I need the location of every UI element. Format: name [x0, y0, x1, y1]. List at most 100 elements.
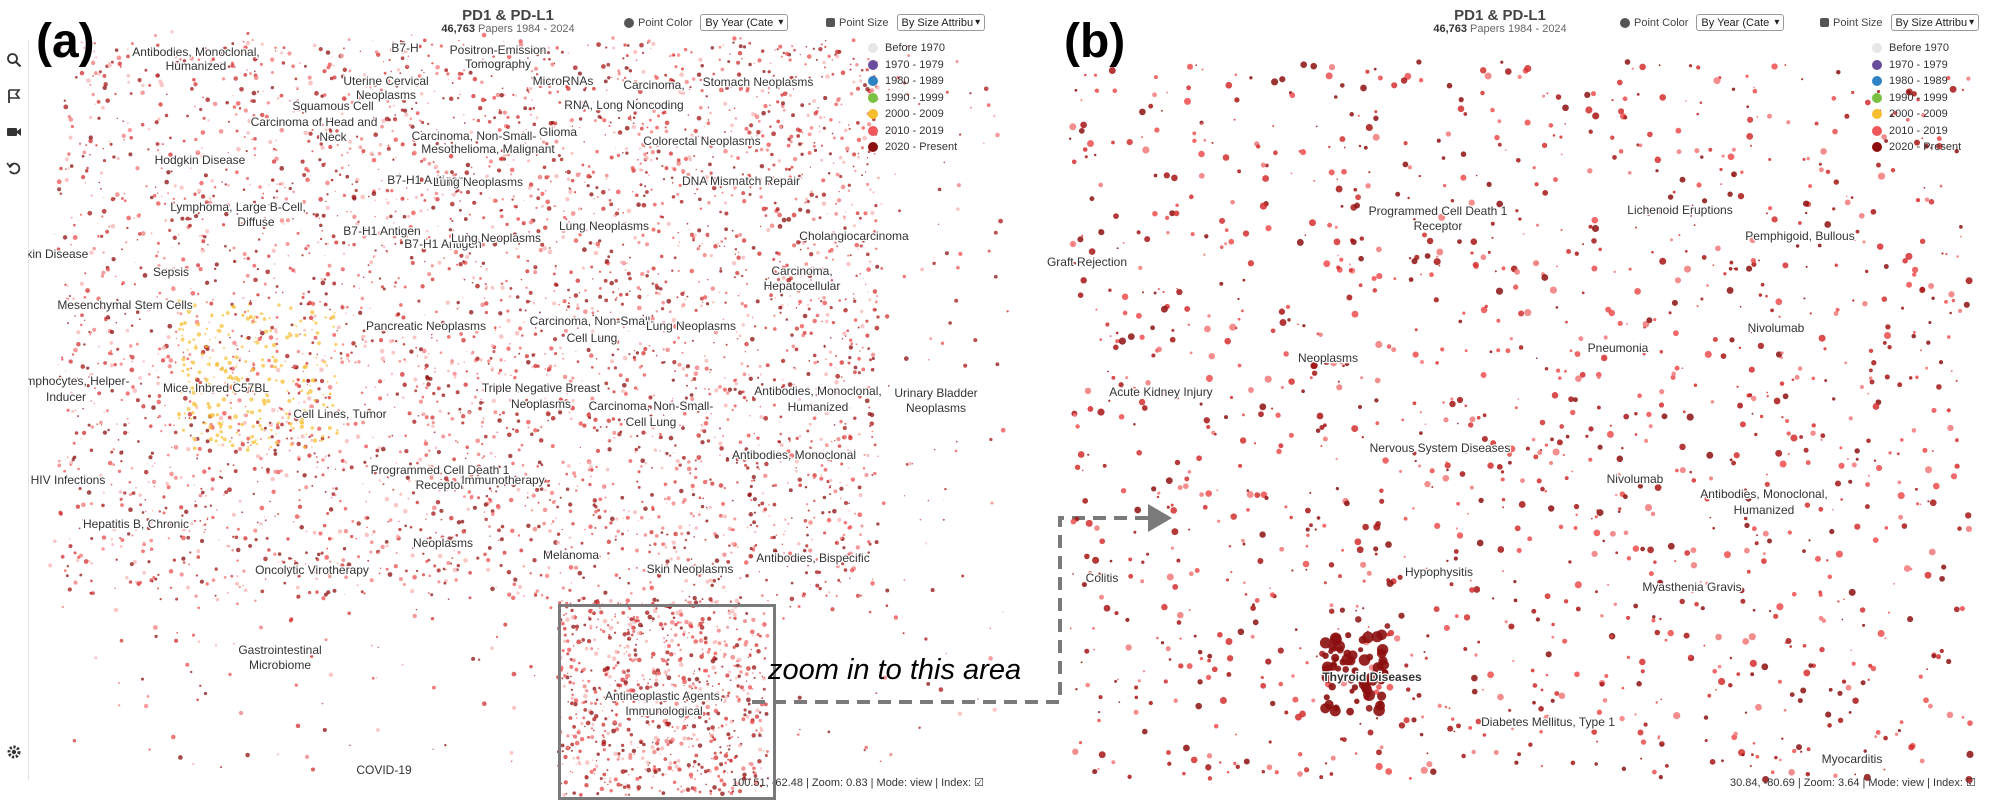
- data-point: [540, 402, 545, 407]
- data-point: [369, 578, 374, 583]
- data-point: [599, 610, 604, 615]
- data-point: [706, 278, 709, 281]
- data-point: [126, 121, 129, 125]
- data-point: [752, 497, 757, 502]
- data-point: [64, 283, 67, 287]
- data-point: [776, 87, 780, 90]
- data-point: [657, 515, 661, 519]
- data-point: [333, 349, 336, 353]
- data-point: [857, 356, 861, 361]
- data-point: [483, 552, 487, 557]
- data-point: [86, 490, 92, 495]
- search-icon[interactable]: [2, 48, 26, 72]
- data-point: [61, 605, 64, 609]
- data-point: [848, 355, 852, 360]
- data-point: [307, 453, 312, 458]
- data-point: [301, 295, 305, 299]
- data-point: [750, 648, 752, 651]
- data-point: [172, 558, 176, 562]
- data-point: [670, 638, 674, 643]
- data-point: [765, 363, 770, 368]
- data-point: [800, 152, 804, 156]
- data-point: [315, 456, 318, 459]
- data-point: [725, 724, 727, 726]
- data-point: [324, 128, 328, 132]
- data-point: [351, 341, 356, 346]
- data-point: [392, 41, 394, 44]
- data-point: [510, 595, 516, 601]
- data-point: [781, 265, 786, 270]
- data-point: [468, 252, 472, 255]
- data-point: [365, 500, 367, 503]
- data-point: [329, 129, 333, 133]
- data-point: [370, 644, 373, 647]
- data-point: [700, 63, 704, 68]
- data-point: [419, 92, 424, 96]
- data-point: [691, 339, 694, 342]
- data-point: [485, 156, 488, 159]
- data-point: [615, 147, 617, 149]
- video-camera-icon[interactable]: [2, 120, 26, 144]
- gear-icon[interactable]: [2, 740, 26, 764]
- data-point: [525, 269, 530, 274]
- data-point: [68, 359, 73, 364]
- data-point: [719, 648, 722, 651]
- data-point: [141, 546, 144, 549]
- data-point: [413, 143, 417, 147]
- data-point: [630, 165, 635, 170]
- data-point: [821, 453, 825, 458]
- data-point: [546, 79, 551, 83]
- data-point: [725, 673, 730, 678]
- data-point: [245, 752, 250, 758]
- data-point: [703, 636, 708, 641]
- data-point: [482, 184, 485, 186]
- data-point: [846, 448, 850, 452]
- data-point: [284, 473, 289, 478]
- data-point: [279, 166, 285, 171]
- data-point: [608, 743, 612, 747]
- data-point: [873, 472, 877, 476]
- data-point: [786, 217, 792, 222]
- data-point: [374, 215, 376, 218]
- data-point: [684, 341, 687, 345]
- data-point: [725, 291, 728, 295]
- data-point: [529, 113, 532, 116]
- data-point: [454, 490, 456, 492]
- data-point: [137, 231, 142, 236]
- data-point: [649, 518, 651, 521]
- data-point: [611, 36, 615, 40]
- data-point: [165, 481, 170, 486]
- data-point: [828, 152, 832, 156]
- data-point: [435, 339, 439, 342]
- data-point: [514, 330, 520, 336]
- undo-icon[interactable]: [2, 156, 26, 180]
- data-point: [801, 131, 804, 134]
- data-point: [68, 294, 71, 298]
- data-point: [656, 724, 661, 729]
- data-point: [804, 63, 807, 66]
- data-point: [303, 328, 307, 332]
- data-point: [436, 568, 441, 573]
- data-point: [676, 146, 678, 148]
- data-point: [402, 342, 406, 346]
- data-point: [226, 592, 229, 594]
- data-point: [66, 565, 69, 568]
- data-point: [561, 333, 565, 337]
- data-point: [606, 62, 611, 67]
- data-point: [441, 193, 444, 196]
- data-point: [691, 687, 694, 690]
- data-point: [718, 483, 724, 488]
- data-point: [372, 530, 376, 534]
- data-point: [626, 208, 632, 214]
- data-point: [299, 525, 304, 530]
- flag-icon[interactable]: [2, 84, 26, 108]
- data-point: [544, 397, 547, 400]
- data-point: [237, 429, 240, 432]
- data-point: [549, 180, 552, 183]
- data-point: [83, 295, 87, 299]
- data-point: [775, 534, 778, 536]
- data-point: [724, 590, 727, 593]
- data-point: [388, 58, 391, 62]
- data-point: [674, 466, 679, 471]
